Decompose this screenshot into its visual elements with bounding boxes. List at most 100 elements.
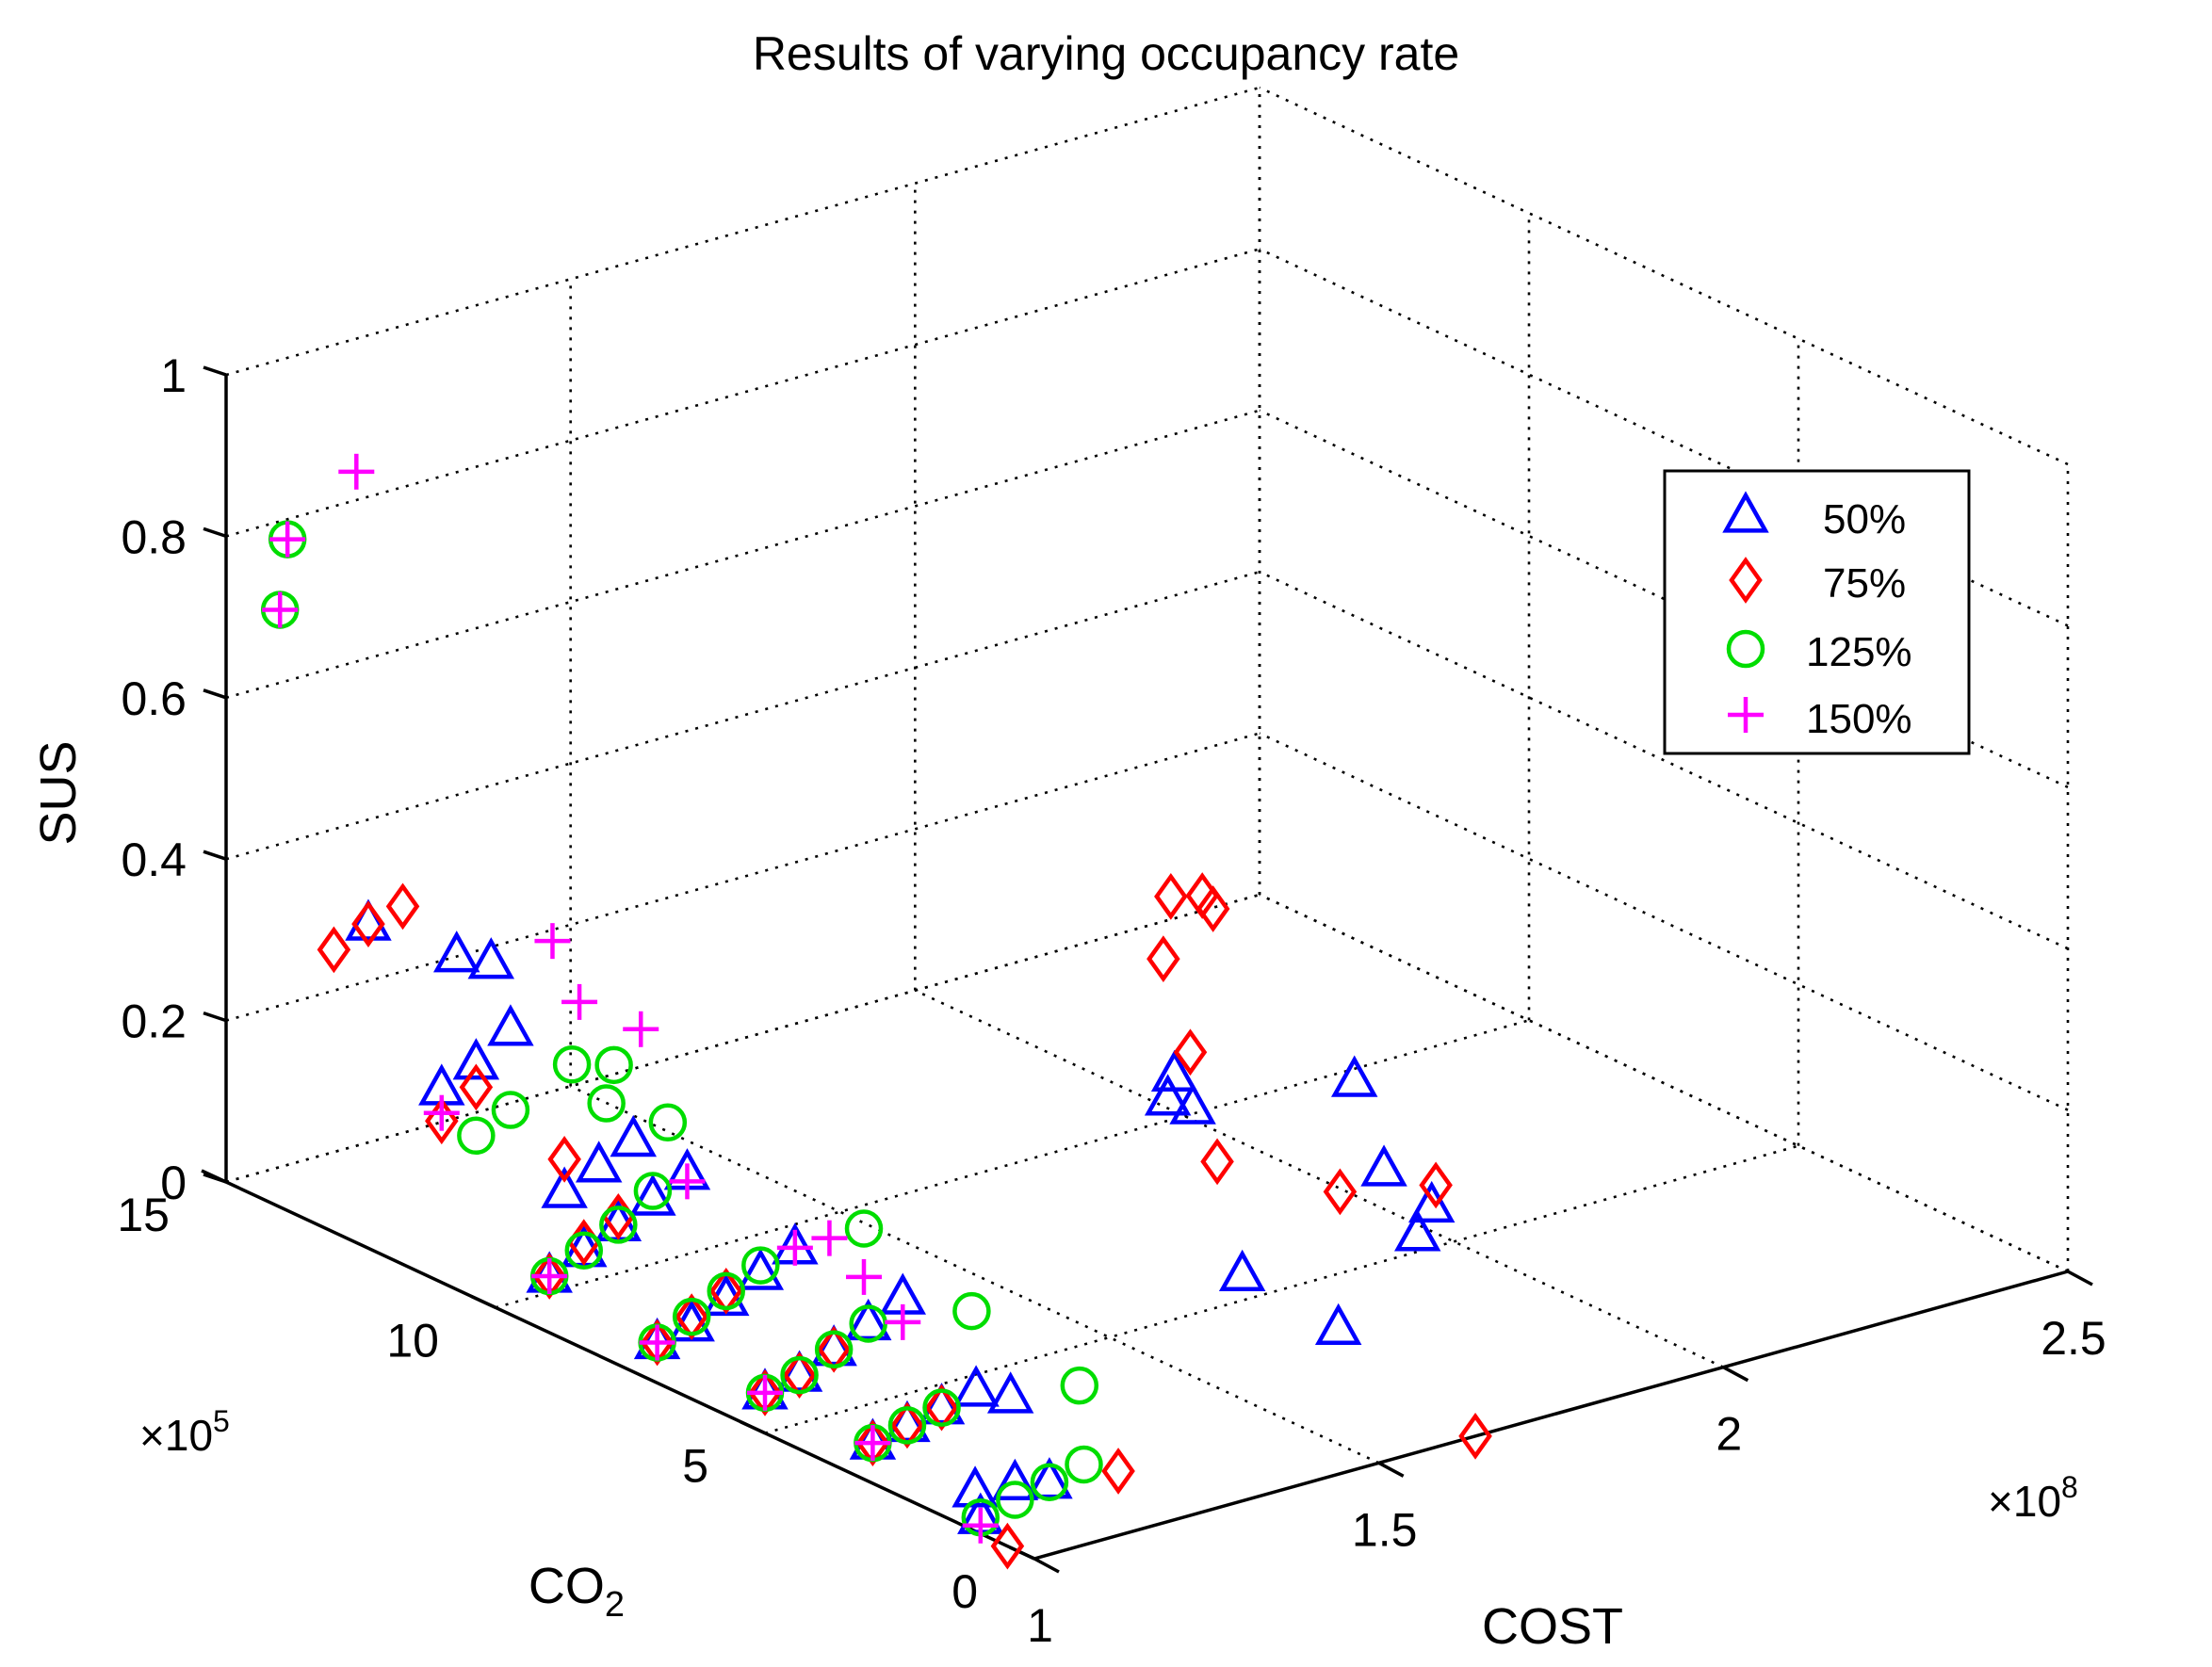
data-point-diamond — [1147, 935, 1180, 983]
y-axis-label-base: CO — [529, 1558, 605, 1614]
data-point-triangle — [1144, 1074, 1192, 1116]
data-point-diamond — [782, 1351, 817, 1399]
legend-label-50: 50% — [1823, 496, 1906, 542]
data-point-diamond — [1458, 1412, 1492, 1460]
grid-line-floor-y — [225, 893, 1261, 1184]
grid-line-floor-x — [570, 1085, 1380, 1465]
legend-label-150: 150% — [1806, 696, 1912, 742]
y-axis-line — [225, 1180, 1035, 1561]
data-point-circle — [922, 1388, 961, 1427]
data-point-plus — [811, 1220, 848, 1256]
z-tick-mark — [203, 688, 227, 700]
data-point-circle — [996, 1481, 1034, 1519]
data-point-circle — [633, 1172, 673, 1210]
z-tick-label: 1 — [160, 349, 187, 402]
legend-box — [1663, 469, 1971, 755]
data-point-circle — [780, 1355, 819, 1395]
data-point-triangle — [991, 1458, 1039, 1500]
data-point-plus — [534, 923, 571, 960]
data-point-diamond — [1154, 872, 1188, 920]
data-point-plus — [561, 983, 598, 1020]
data-point-triangle — [467, 937, 515, 979]
z-tick-mark — [203, 850, 227, 861]
y-tick-mark — [740, 1420, 766, 1435]
data-point-triangle — [737, 1248, 785, 1290]
data-point-circle — [587, 1084, 626, 1123]
data-point-diamond — [924, 1384, 959, 1432]
z-tick-label: 0 — [160, 1157, 187, 1209]
data-point-plus — [846, 1258, 882, 1295]
axes — [201, 365, 2093, 1574]
data-point-diamond — [990, 1522, 1025, 1570]
data-point-circle — [741, 1246, 780, 1285]
grid-line-side-z — [1259, 248, 2069, 627]
data-point-triangle — [986, 1371, 1034, 1414]
data-point-plus — [639, 1324, 675, 1361]
data-point-plus — [854, 1425, 891, 1462]
data-point-diamond — [1200, 1138, 1234, 1186]
data-point-plus — [262, 591, 299, 628]
z-axis-label: SUS — [30, 740, 87, 845]
data-point-diamond — [675, 1293, 708, 1341]
data-point-circle — [457, 1116, 496, 1156]
data-point-diamond — [547, 1136, 581, 1183]
z-tick-mark — [203, 526, 227, 539]
y-tick-label: 10 — [386, 1314, 439, 1367]
data-point-triangle — [629, 1173, 676, 1216]
grid-line-side-z — [1259, 571, 2069, 950]
z-tick-mark — [203, 365, 227, 377]
data-point-plus — [669, 1163, 706, 1200]
legend-markers — [1722, 491, 1769, 733]
legend: 50% 75% 125% 150% — [1663, 469, 1971, 755]
y-exponent-label: ×105 — [139, 1404, 230, 1460]
legend-label-75: 75% — [1823, 560, 1906, 607]
grid-line-side-z — [1259, 86, 2069, 466]
x-exponent-label: ×108 — [1988, 1470, 2078, 1526]
y-axis-label-subscript: 2 — [605, 1585, 625, 1625]
legend-marker-triangle — [1722, 491, 1769, 533]
x-tick-label: 2 — [1716, 1408, 1742, 1461]
grid-line-side-z — [1259, 732, 2069, 1111]
legend-label-125: 125% — [1806, 629, 1912, 675]
data-point-triangle — [452, 1038, 500, 1080]
data-point-triangle — [541, 1166, 588, 1208]
y-tick-mark — [1009, 1546, 1035, 1561]
data-point-circle — [952, 1291, 991, 1331]
legend-marker-plus — [1728, 697, 1764, 733]
data-point-triangle — [432, 931, 480, 973]
data-point-plus — [423, 1094, 460, 1131]
data-point-diamond — [351, 900, 385, 947]
data-point-circle — [594, 1045, 633, 1085]
data-point-circle — [599, 1206, 638, 1244]
y-tick-label: 0 — [951, 1565, 978, 1618]
data-point-diamond — [1195, 885, 1230, 932]
z-tick-label: 0.2 — [121, 995, 187, 1048]
grid-line-back-z — [225, 732, 1261, 1022]
x-tick-mark — [1033, 1557, 1060, 1574]
series-150-pct — [262, 453, 999, 1544]
z-tick-label: 0.4 — [121, 834, 187, 886]
data-point-triangle — [1330, 1055, 1378, 1097]
data-markers — [260, 453, 1492, 1570]
x-axis-line — [1033, 1270, 2069, 1561]
data-point-plus — [962, 1507, 999, 1544]
grid-line-back-z — [225, 570, 1261, 861]
data-point-plus — [338, 453, 375, 490]
data-point-circle — [672, 1297, 711, 1336]
data-point-circle — [564, 1231, 604, 1270]
data-point-circle — [1060, 1366, 1099, 1405]
data-point-diamond — [1101, 1448, 1135, 1495]
data-point-diamond — [890, 1401, 924, 1449]
x-tick-label: 1.5 — [1352, 1503, 1418, 1556]
data-point-triangle — [487, 1004, 534, 1046]
data-point-circle — [814, 1330, 854, 1369]
z-tick-mark — [203, 1173, 227, 1184]
data-point-plus — [623, 1011, 659, 1047]
x-tick-label: 1 — [1027, 1599, 1053, 1652]
data-point-plus — [531, 1258, 568, 1295]
legend-marker-circle — [1726, 629, 1765, 669]
z-tick-label: 0.8 — [121, 510, 187, 563]
x-exponent-power: 8 — [2061, 1470, 2078, 1504]
